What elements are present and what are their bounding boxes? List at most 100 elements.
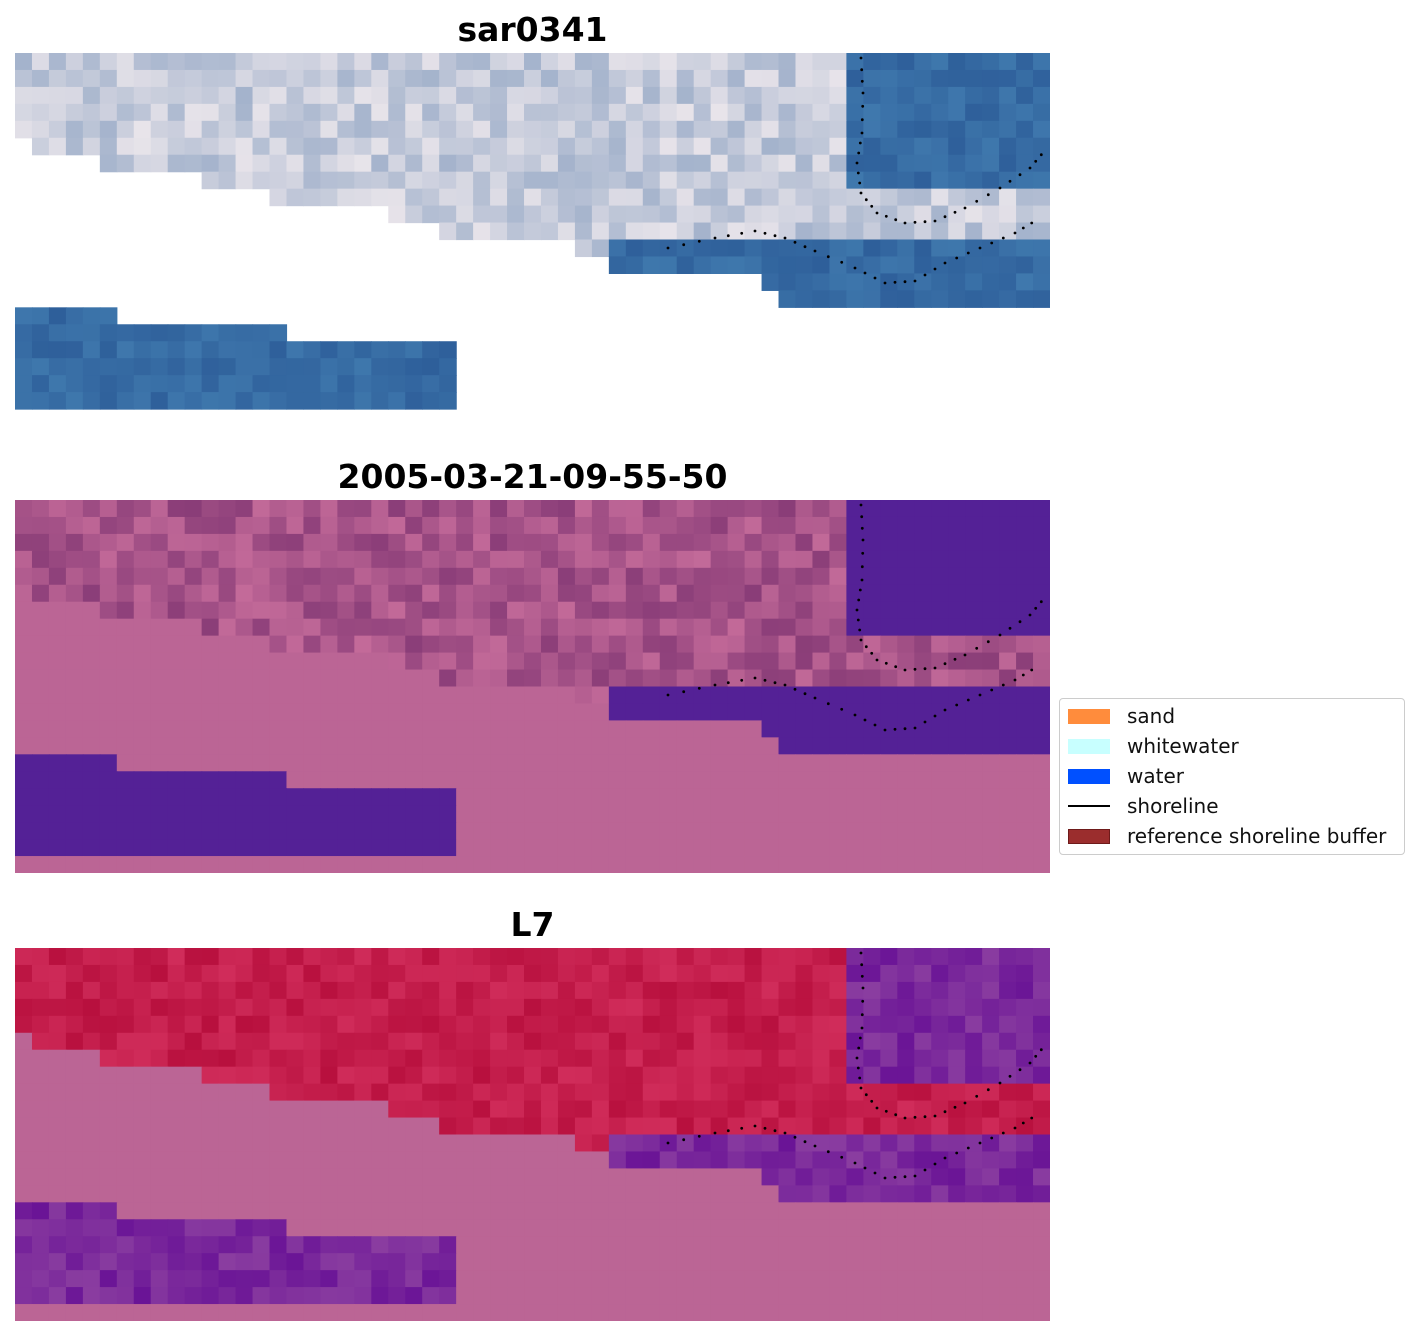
raster-pixel [965,154,983,173]
raster-pixel [642,964,661,983]
raster-pixel [540,1304,559,1321]
raster-pixel [252,533,271,552]
raster-pixel [354,686,372,705]
raster-pixel [897,805,915,823]
raster-pixel [676,635,695,654]
raster-pixel [116,1270,135,1288]
raster-pixel [456,1134,474,1153]
raster-pixel [269,703,288,721]
raster-pixel [659,205,678,224]
raster-pixel [557,669,576,688]
raster-pixel [65,1270,84,1288]
raster-pixel [133,1236,152,1254]
raster-pixel [540,69,559,88]
raster-pixel [625,998,644,1017]
raster-pixel [710,1049,729,1068]
raster-pixel [303,1100,322,1119]
raster-pixel [303,1168,322,1186]
raster-pixel [557,86,576,105]
raster-pixel [574,53,593,71]
raster-pixel [15,1117,33,1136]
raster-pixel [863,1117,881,1136]
raster-pixel [608,86,627,105]
raster-pixel [218,652,237,671]
raster-pixel [524,737,542,755]
raster-pixel [846,1134,864,1153]
raster-pixel [659,516,678,535]
raster-pixel [897,788,915,806]
shoreline-point [682,243,686,247]
raster-pixel [625,1015,644,1034]
raster-pixel [303,1066,322,1085]
raster-pixel [659,1117,678,1136]
raster-pixel [116,703,135,721]
raster-pixel [371,948,389,966]
raster-pixel [761,1219,780,1237]
raster-pixel [761,1151,780,1169]
raster-pixel [456,737,474,755]
raster-pixel [371,771,389,789]
raster-pixel [1033,1049,1050,1068]
raster-pixel [235,703,254,721]
raster-pixel [99,948,118,966]
raster-pixel [948,584,966,603]
raster-pixel [982,754,1000,772]
raster-pixel [303,1049,322,1068]
raster-pixel [286,822,305,840]
raster-pixel [99,669,118,688]
raster-pixel [710,516,729,535]
raster-pixel [524,981,542,1000]
raster-pixel [574,171,593,190]
raster-pixel [524,550,542,569]
raster-pixel [999,290,1017,308]
raster-pixel [15,805,33,823]
raster-pixel [303,998,322,1017]
raster-pixel [710,567,729,586]
raster-pixel [235,788,254,806]
raster-pixel [235,1015,254,1034]
raster-pixel [15,1032,33,1051]
raster-pixel [744,1287,763,1305]
raster-pixel [218,171,237,190]
raster-pixel [490,998,508,1017]
shoreline-point [1028,1061,1032,1065]
raster-pixel [507,550,525,569]
raster-pixel [608,1202,627,1220]
raster-pixel [337,69,355,88]
raster-pixel [252,754,271,772]
raster-pixel [931,239,949,258]
raster-pixel [507,103,525,122]
raster-pixel [99,1219,118,1237]
raster-pixel [286,1117,305,1136]
raster-pixel [931,567,949,586]
shoreline-point [857,151,861,155]
raster-pixel [642,567,661,586]
raster-pixel [982,1083,1000,1102]
raster-pixel [354,188,372,207]
shoreline-point [943,1110,947,1114]
raster-pixel [591,720,610,738]
raster-pixel [252,601,271,620]
raster-pixel [710,1117,729,1136]
raster-pixel [778,771,797,789]
raster-pixel [150,341,169,359]
raster-pixel [1016,500,1034,518]
raster-pixel [727,567,746,586]
raster-pixel [744,69,763,88]
raster-pixel [761,1185,780,1203]
raster-pixel [540,53,559,71]
raster-pixel [948,516,966,535]
raster-pixel [473,964,491,983]
raster-pixel [659,1151,678,1169]
shoreline-point [933,1114,937,1118]
raster-pixel [116,754,135,772]
raster-pixel [371,392,389,410]
raster-pixel [795,1134,814,1153]
raster-pixel [778,1304,797,1321]
raster-pixel [557,533,576,552]
raster-pixel [48,1032,67,1051]
raster-pixel [48,1168,67,1186]
image-panel-rgb [15,53,1050,426]
shoreline-point [859,56,863,60]
raster-pixel [897,1015,915,1034]
